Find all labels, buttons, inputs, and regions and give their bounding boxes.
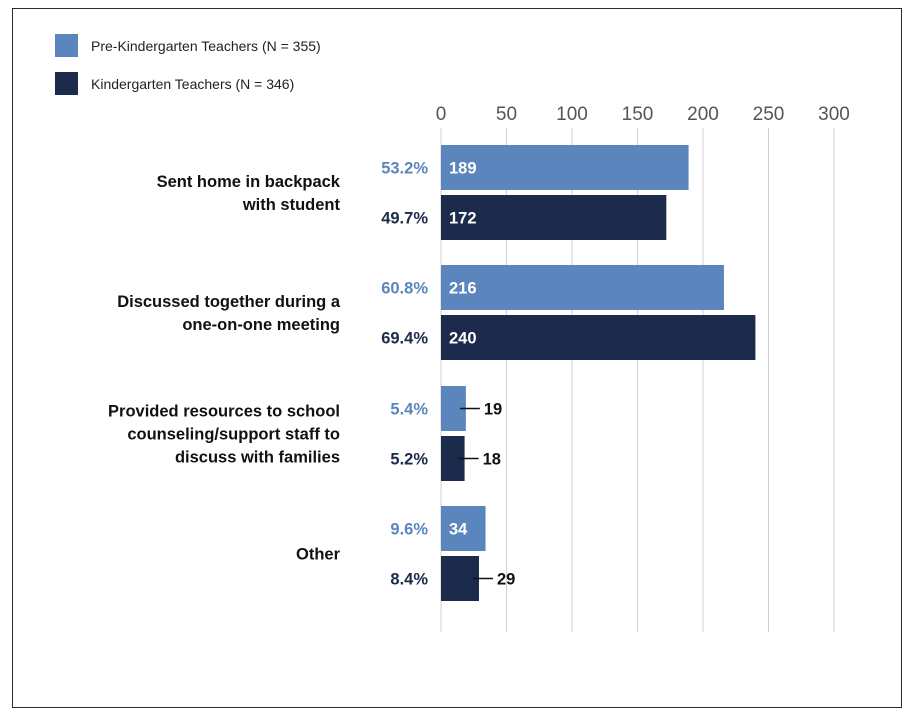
bar (441, 195, 667, 240)
legend-label: Pre-Kindergarten Teachers (N = 355) (91, 38, 321, 54)
category-label-line: one-on-one meeting (182, 316, 340, 334)
legend-swatch (55, 34, 78, 57)
bar-value-label: 19 (484, 401, 502, 419)
bar-value-label: 29 (497, 571, 515, 589)
category-label: Other (296, 546, 341, 564)
percent-label: 5.4% (390, 401, 428, 419)
x-tick-label: 150 (622, 104, 654, 125)
bar-value-label: 34 (449, 521, 468, 539)
percent-label: 8.4% (390, 571, 428, 589)
bar (441, 436, 465, 481)
bar-chart: 0 50 100 150 200 250 300 Pre-Kindergarten Teach… (55, 34, 850, 632)
percent-label: 60.8% (381, 280, 428, 298)
bar (441, 265, 724, 310)
category-label-line: discuss with families (175, 449, 340, 467)
category-label-line: counseling/support staff to (127, 426, 340, 444)
bar (441, 506, 486, 551)
percent-label: 69.4% (381, 330, 428, 348)
bar-value-label: 189 (449, 160, 477, 178)
category-label-line: Other (296, 546, 341, 564)
bar-value-label: 240 (449, 330, 477, 348)
x-tick-label: 200 (687, 104, 719, 125)
category-label: Provided resources to school counseling/s… (108, 403, 340, 467)
percent-label: 49.7% (381, 210, 428, 228)
legend-label: Kindergarten Teachers (N = 346) (91, 76, 294, 92)
percent-label: 5.2% (390, 451, 428, 469)
legend-swatch (55, 72, 78, 95)
bar-value-label: 172 (449, 210, 477, 228)
bar-value-label: 18 (483, 451, 501, 469)
x-tick-label: 100 (556, 104, 588, 125)
category-label: Discussed together during a one-on-one me… (117, 293, 341, 334)
category-label: Sent home in backpack with student (157, 173, 341, 214)
x-tick-label: 0 (436, 104, 447, 125)
bar (441, 145, 689, 190)
percent-label: 53.2% (381, 160, 428, 178)
bar-value-label: 216 (449, 280, 477, 298)
bar (441, 556, 479, 601)
category-label-line: with student (242, 196, 341, 214)
category-label-line: Provided resources to school (108, 403, 340, 421)
category-label-line: Sent home in backpack (157, 173, 341, 191)
percent-label: 9.6% (390, 521, 428, 539)
x-tick-label: 50 (496, 104, 517, 125)
bar (441, 315, 756, 360)
x-tick-label: 250 (753, 104, 785, 125)
category-label-line: Discussed together during a (117, 293, 341, 311)
x-tick-label: 300 (818, 104, 850, 125)
